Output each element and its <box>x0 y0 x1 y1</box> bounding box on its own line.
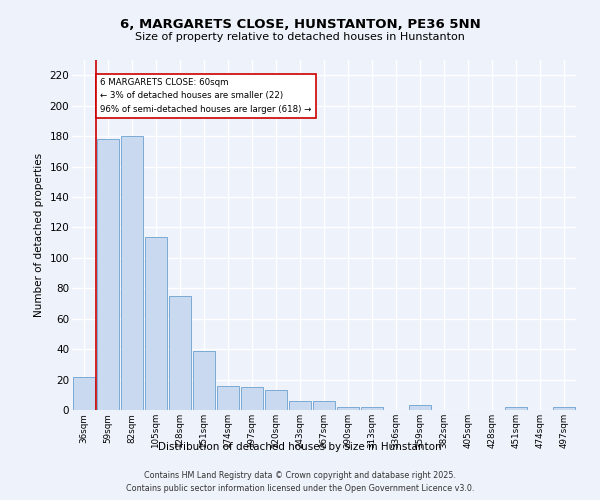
Text: 6 MARGARETS CLOSE: 60sqm
← 3% of detached houses are smaller (22)
96% of semi-de: 6 MARGARETS CLOSE: 60sqm ← 3% of detache… <box>100 78 311 114</box>
Bar <box>553 407 575 410</box>
Text: Distribution of detached houses by size in Hunstanton: Distribution of detached houses by size … <box>158 442 442 452</box>
Bar <box>289 401 311 410</box>
Text: Contains HM Land Registry data © Crown copyright and database right 2025.: Contains HM Land Registry data © Crown c… <box>144 470 456 480</box>
Bar <box>313 401 335 410</box>
Text: Size of property relative to detached houses in Hunstanton: Size of property relative to detached ho… <box>135 32 465 42</box>
Text: 6, MARGARETS CLOSE, HUNSTANTON, PE36 5NN: 6, MARGARETS CLOSE, HUNSTANTON, PE36 5NN <box>119 18 481 30</box>
Bar <box>217 386 239 410</box>
Bar <box>337 407 359 410</box>
Bar <box>121 136 143 410</box>
Bar <box>241 387 263 410</box>
Bar <box>361 407 383 410</box>
Bar <box>97 139 119 410</box>
Bar <box>145 236 167 410</box>
Y-axis label: Number of detached properties: Number of detached properties <box>34 153 44 317</box>
Text: Contains public sector information licensed under the Open Government Licence v3: Contains public sector information licen… <box>126 484 474 493</box>
Bar <box>505 407 527 410</box>
Bar <box>73 376 95 410</box>
Bar <box>265 390 287 410</box>
Bar <box>409 406 431 410</box>
Bar <box>193 350 215 410</box>
Bar <box>169 296 191 410</box>
